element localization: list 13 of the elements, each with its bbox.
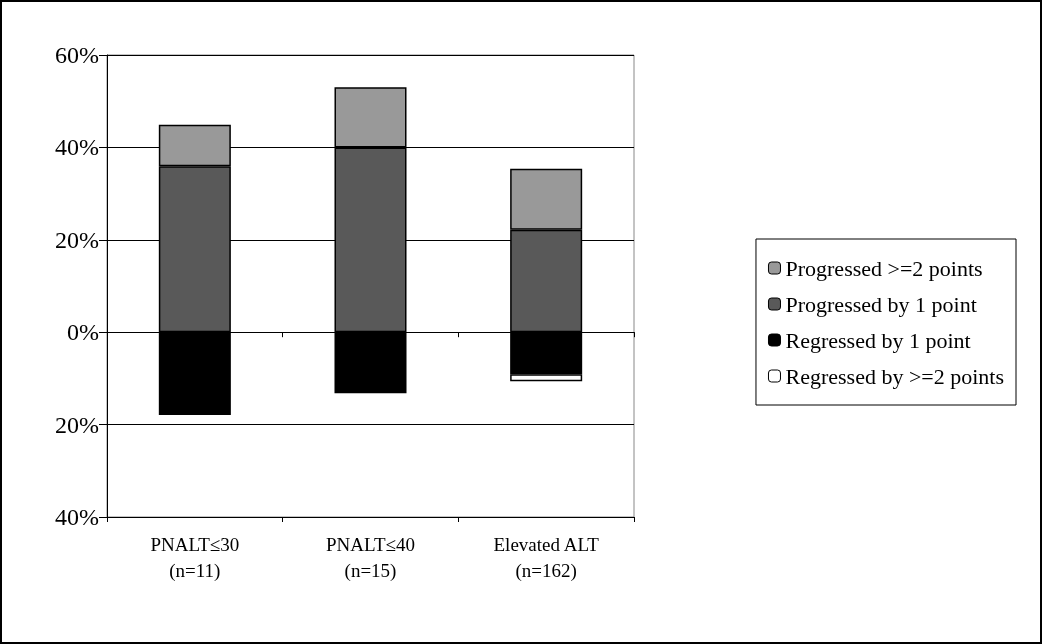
x-tick-label: PNALT≤40 (n=15) xyxy=(326,533,415,582)
y-tick-label: 20% xyxy=(55,226,99,253)
legend-label: Progressed by 1 point xyxy=(785,291,977,317)
x-tick-label: PNALT≤30 (n=11) xyxy=(150,533,240,582)
y-tick-label: 20% xyxy=(55,411,99,438)
y-tick-label: 0% xyxy=(67,319,99,346)
x-tick-label: Elevated ALT (n=162) xyxy=(493,533,600,582)
legend-label: Progressed >=2 points xyxy=(785,255,983,281)
legend-label: Regressed by 1 point xyxy=(785,327,971,353)
legend-label: Regressed by >=2 points xyxy=(785,363,1005,389)
y-tick-label: 60% xyxy=(55,42,99,68)
y-tick-label: 40% xyxy=(55,134,99,161)
y-tick-label: 40% xyxy=(55,504,99,530)
